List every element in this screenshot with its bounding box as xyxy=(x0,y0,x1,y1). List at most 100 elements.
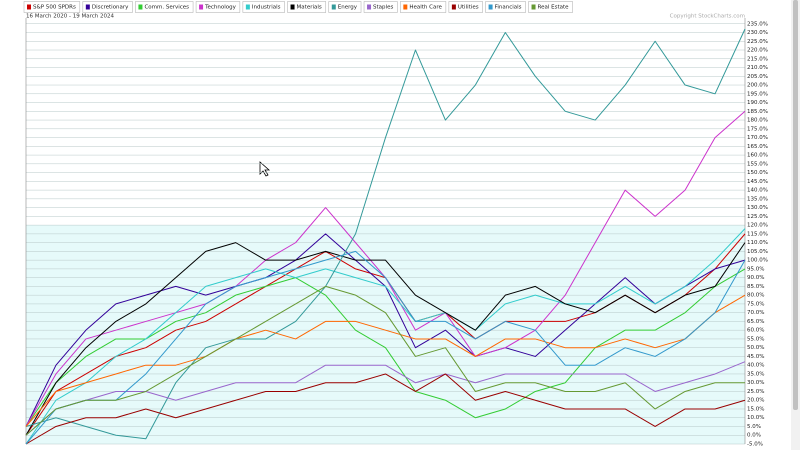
y-tick-label: 40.0% xyxy=(747,363,764,369)
legend-item: Technology xyxy=(195,1,241,13)
legend-box xyxy=(485,1,526,13)
y-tick-label: 115.0% xyxy=(747,231,768,237)
lower-band xyxy=(26,225,745,444)
y-tick-label: 150.0% xyxy=(747,170,768,176)
copyright: Copyright StockCharts.com xyxy=(670,14,745,20)
legend-swatch xyxy=(290,4,295,10)
legend-label: Materials xyxy=(297,5,322,11)
legend-item: Discretionary xyxy=(82,1,133,13)
legend-swatch xyxy=(138,4,143,10)
legend-item: Comm. Services xyxy=(135,1,194,13)
legend-label: Energy xyxy=(338,5,358,11)
legend-box xyxy=(528,1,573,13)
y-tick-label: 100.0% xyxy=(747,258,768,264)
legend-label: S&P 500 SPDRs xyxy=(33,5,76,11)
series-line xyxy=(25,228,746,445)
legend-swatch xyxy=(245,4,250,10)
y-tick-label: 45.0% xyxy=(747,354,764,360)
y-tick-label: 160.0% xyxy=(747,153,768,159)
legend-box xyxy=(195,1,241,13)
y-tick-label: -5.0% xyxy=(747,442,763,448)
series-line xyxy=(25,28,746,440)
y-tick-label: 135.0% xyxy=(747,196,768,202)
y-tick-label: 50.0% xyxy=(747,345,764,351)
y-tick-label: 30.0% xyxy=(747,380,764,386)
y-tick-label: 205.0% xyxy=(747,74,768,80)
legend-swatch xyxy=(403,4,408,10)
y-tick-label: 110.0% xyxy=(747,240,768,246)
y-tick-label: 200.0% xyxy=(747,83,768,89)
date-range: 16 March 2020 - 19 March 2024 xyxy=(26,14,114,20)
series-line xyxy=(25,250,746,445)
legend-box xyxy=(287,1,327,13)
legend-label: Health Care xyxy=(409,5,442,11)
legend-item: Staples xyxy=(363,1,398,13)
legend-label: Utilities xyxy=(458,5,479,11)
y-tick-label: 215.0% xyxy=(747,56,768,62)
y-tick-label: 55.0% xyxy=(747,336,764,342)
y-tick-label: 190.0% xyxy=(747,100,768,106)
legend-swatch xyxy=(488,4,493,10)
legend-box xyxy=(242,1,285,13)
legend-item: Materials xyxy=(287,1,327,13)
legend-box xyxy=(363,1,398,13)
y-tick-label: 65.0% xyxy=(747,319,764,325)
legend-label: Real Estate xyxy=(538,5,570,11)
legend-label: Comm. Services xyxy=(144,5,189,11)
y-tick-label: 130.0% xyxy=(747,205,768,211)
y-tick-label: 185.0% xyxy=(747,109,768,115)
series-line xyxy=(25,373,746,445)
legend-swatch xyxy=(85,4,90,10)
legend-label: Staples xyxy=(373,5,393,11)
y-tick-label: 80.0% xyxy=(747,293,764,299)
legend-swatch xyxy=(27,4,31,10)
y-tick-label: 5.0% xyxy=(747,424,761,430)
y-tick-label: 165.0% xyxy=(747,144,768,150)
y-tick-label: 235.0% xyxy=(747,21,768,27)
legend-item: Energy xyxy=(328,1,362,13)
legend-box xyxy=(135,1,194,13)
y-tick-label: 70.0% xyxy=(747,310,764,316)
y-tick-label: 180.0% xyxy=(747,118,768,124)
y-tick-label: 0.0% xyxy=(747,433,761,439)
y-tick-label: 140.0% xyxy=(747,188,768,194)
legend-item: Utilities xyxy=(448,1,483,13)
legend-box xyxy=(400,1,447,13)
legend-item: Financials xyxy=(485,1,526,13)
legend-label: Discretionary xyxy=(92,5,129,11)
legend-item: Industrials xyxy=(242,1,285,13)
y-tick-label: 155.0% xyxy=(747,161,768,167)
legend-label: Technology xyxy=(204,5,237,11)
legend-label: Industrials xyxy=(252,5,281,11)
y-tick-label: 125.0% xyxy=(747,214,768,220)
legend-label: Financials xyxy=(495,5,522,11)
y-tick-label: 170.0% xyxy=(747,135,768,141)
y-tick-label: 15.0% xyxy=(747,406,764,412)
y-tick-label: 10.0% xyxy=(747,415,764,421)
legend-item: S&P 500 SPDRs xyxy=(23,1,81,13)
legend-item: Health Care xyxy=(400,1,447,13)
y-tick-label: 35.0% xyxy=(747,371,764,377)
series-line xyxy=(25,242,746,436)
y-tick-label: 85.0% xyxy=(747,284,764,290)
legend-item: Real Estate xyxy=(528,1,573,13)
y-tick-label: 145.0% xyxy=(747,179,768,185)
scrollbar-thumb xyxy=(793,0,798,410)
y-tick-label: 230.0% xyxy=(747,30,768,36)
series-line xyxy=(25,294,746,427)
y-tick-label: 195.0% xyxy=(747,91,768,97)
y-tick-label: 120.0% xyxy=(747,223,768,229)
y-tick-label: 20.0% xyxy=(747,398,764,404)
y-tick-label: 25.0% xyxy=(747,389,764,395)
cursor xyxy=(259,161,271,177)
legend-box xyxy=(448,1,483,13)
legend-box xyxy=(23,1,81,13)
legend-box xyxy=(328,1,362,13)
legend-swatch xyxy=(367,4,372,10)
y-tick-label: 60.0% xyxy=(747,328,764,334)
legend-swatch xyxy=(451,4,456,10)
y-tick-label: 210.0% xyxy=(747,65,768,71)
legend-swatch xyxy=(199,4,204,10)
y-tick-label: 220.0% xyxy=(747,48,768,54)
